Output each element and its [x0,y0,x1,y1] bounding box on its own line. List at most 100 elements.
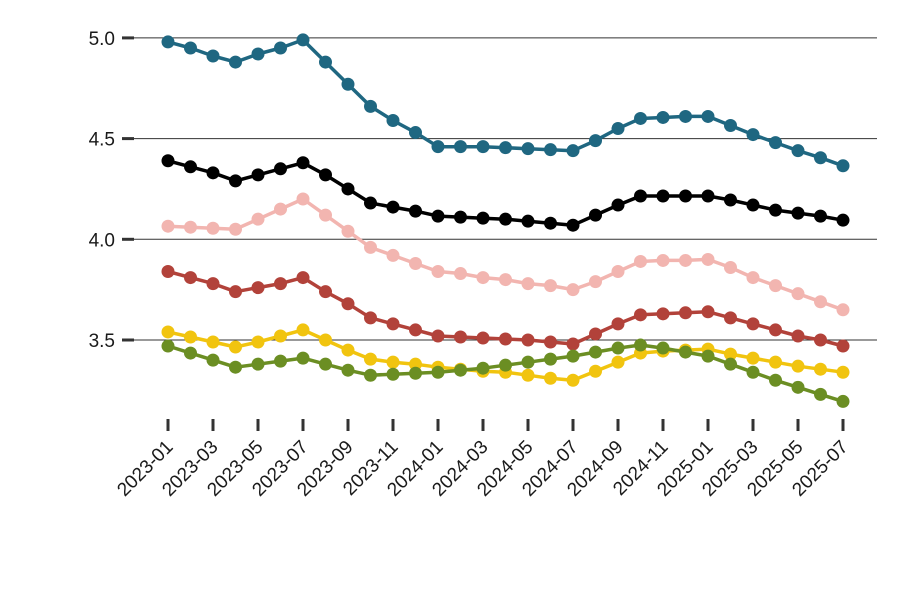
data-point [476,271,490,285]
data-point [521,355,535,369]
data-point [341,297,355,311]
data-point [341,363,355,377]
data-point [476,211,490,225]
data-point [769,136,782,150]
data-point [229,222,242,236]
data-point [319,168,332,182]
data-point [499,358,512,372]
data-point [476,361,490,375]
data-point [611,198,625,212]
data-point [161,35,175,49]
y-tick-label: 3.5 [89,331,115,352]
data-point [656,189,670,203]
data-point [274,41,287,55]
data-point [431,365,445,379]
series-3 [161,192,850,317]
data-point [184,346,197,360]
data-point [521,277,535,291]
data-point [724,311,737,325]
data-point [409,256,422,270]
data-point [409,357,422,371]
data-point [296,33,310,47]
y-tick-label: 4.0 [89,230,115,251]
data-point [656,110,670,124]
data-point [341,182,355,196]
data-point [454,140,467,154]
data-point [611,341,625,355]
data-point [566,218,580,232]
data-point [454,363,467,377]
data-point [296,323,310,337]
data-point [364,368,377,382]
data-point [836,365,850,379]
data-point [611,122,625,136]
data-point [836,213,850,227]
data-point [386,248,400,262]
data-point [499,273,512,287]
data-point [589,275,602,289]
data-point [274,277,287,291]
data-point [386,367,400,381]
data-point [679,345,692,359]
data-point [206,277,220,291]
data-point [814,151,827,165]
data-point [589,208,602,222]
data-point [161,339,175,353]
data-point [679,109,692,123]
data-point [746,365,760,379]
data-point [386,355,400,369]
data-point [769,355,782,369]
data-point [701,109,715,123]
data-point [409,126,422,140]
data-point [206,221,220,235]
data-point [634,189,647,203]
data-point [341,224,355,238]
data-point [746,271,760,285]
data-point [499,332,512,346]
data-point [791,380,805,394]
data-point [431,329,445,343]
data-point [319,333,332,347]
data-point [184,41,197,55]
data-point [589,134,602,148]
data-point [544,335,557,349]
data-point [746,128,760,142]
data-point [454,210,467,224]
data-point [274,162,287,176]
data-point [251,47,265,61]
data-point [701,305,715,319]
data-point [319,55,332,69]
data-point [566,337,580,351]
data-point [656,253,670,267]
series-lines [161,33,850,408]
data-point [251,212,265,226]
data-point [499,212,512,226]
data-point [611,355,625,369]
data-point [184,220,197,234]
data-point [656,307,670,321]
data-point [769,323,782,337]
data-point [274,329,287,343]
series-4 [161,265,850,353]
data-point [791,329,805,343]
data-point [521,368,535,382]
data-point [161,265,175,279]
data-point [791,287,805,301]
data-point [724,347,737,361]
series-6 [161,338,850,408]
data-point [544,143,557,157]
data-point [161,219,175,233]
data-point [161,154,175,168]
data-point [206,335,220,349]
data-point [296,156,310,170]
data-point [229,285,242,299]
data-point [296,192,310,206]
data-point [544,352,557,366]
data-point [229,340,242,354]
data-point [341,343,355,357]
data-point [251,281,265,295]
data-point [791,359,805,373]
data-point [566,349,580,363]
data-point [566,144,580,158]
data-point [364,99,377,113]
